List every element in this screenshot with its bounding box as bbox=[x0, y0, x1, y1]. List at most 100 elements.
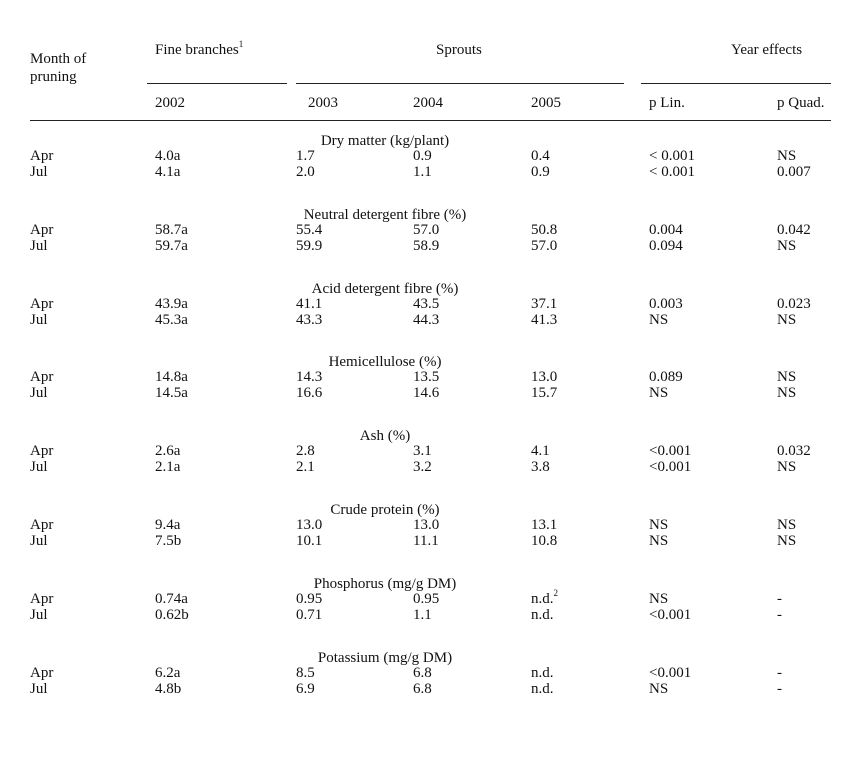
cell-plin-value: 0.004 bbox=[649, 222, 683, 238]
cell-y2004: 0.95 bbox=[413, 591, 439, 607]
cell-fb-value: 2.1a bbox=[155, 459, 181, 475]
cell-month: Apr bbox=[30, 148, 53, 164]
cell-y2004: 44.3 bbox=[413, 312, 439, 328]
cell-plin-value: <0.001 bbox=[649, 665, 692, 681]
cell-pquad-value: NS bbox=[777, 385, 797, 401]
cell-y2003: 10.1 bbox=[296, 533, 322, 549]
cell-month-value: Jul bbox=[30, 238, 48, 254]
cell-y2005: 0.4 bbox=[531, 148, 550, 164]
cell-y2003: 0.95 bbox=[296, 591, 322, 607]
cell-fb-value: 14.8a bbox=[155, 369, 188, 385]
cell-y2004: 6.8 bbox=[413, 681, 432, 697]
cell-y2005: 3.8 bbox=[531, 459, 550, 475]
cell-y2003: 2.8 bbox=[296, 443, 315, 459]
header-month-of-pruning-line1: Month of bbox=[30, 51, 87, 67]
cell-fb: 43.9a bbox=[155, 296, 188, 312]
cell-fb-value: 0.74a bbox=[155, 591, 188, 607]
cell-y2003-value: 55.4 bbox=[296, 222, 323, 238]
cell-pquad: NS bbox=[777, 369, 796, 385]
cell-pquad: - bbox=[777, 607, 782, 623]
cell-fb-value: 4.0a bbox=[155, 148, 181, 164]
cell-fb: 4.8b bbox=[155, 681, 181, 697]
cell-y2004-value: 3.1 bbox=[413, 443, 432, 459]
cell-y2003: 8.5 bbox=[296, 665, 315, 681]
cell-y2004-value: 6.8 bbox=[413, 681, 432, 697]
cell-y2003-value: 13.0 bbox=[296, 517, 323, 533]
cell-y2004-value: 13.5 bbox=[413, 369, 440, 385]
cell-plin: <0.001 bbox=[649, 459, 691, 475]
cell-y2005: n.d. bbox=[531, 607, 554, 623]
cell-pquad: 0.042 bbox=[777, 222, 811, 238]
cell-y2005-value: n.d. bbox=[531, 607, 554, 623]
cell-pquad: NS bbox=[777, 385, 796, 401]
cell-pquad: - bbox=[777, 591, 782, 607]
cell-month-value: Apr bbox=[30, 296, 54, 312]
header-fine-branches: Fine branches1 bbox=[155, 40, 243, 59]
cell-month-value: Apr bbox=[30, 591, 54, 607]
header-col-2003: 2003 bbox=[308, 95, 338, 111]
cell-y2003-value: 6.9 bbox=[296, 681, 315, 697]
cell-y2005: 4.1 bbox=[531, 443, 550, 459]
cell-month-value: Jul bbox=[30, 533, 48, 549]
cell-y2003: 55.4 bbox=[296, 222, 322, 238]
cell-y2003: 43.3 bbox=[296, 312, 322, 328]
cell-y2003-value: 59.9 bbox=[296, 238, 323, 254]
header-year-effects: Year effects bbox=[731, 42, 803, 58]
cell-plin: NS bbox=[649, 681, 668, 697]
section-title: Potassium (mg/g DM) bbox=[317, 650, 453, 666]
cell-plin-value: NS bbox=[649, 681, 669, 697]
cell-y2004: 6.8 bbox=[413, 665, 432, 681]
cell-plin-value: <0.001 bbox=[649, 459, 692, 475]
cell-plin-value: NS bbox=[649, 385, 669, 401]
cell-y2004-value: 58.9 bbox=[413, 238, 440, 254]
cell-y2003: 0.71 bbox=[296, 607, 322, 623]
cell-y2004: 13.0 bbox=[413, 517, 439, 533]
cell-y2004-value: 43.5 bbox=[413, 296, 440, 312]
cell-fb: 4.1a bbox=[155, 164, 180, 180]
cell-y2005: 37.1 bbox=[531, 296, 557, 312]
cell-y2005-value: 0.9 bbox=[531, 164, 550, 180]
cell-fb-value: 6.2a bbox=[155, 665, 181, 681]
cell-y2004: 1.1 bbox=[413, 607, 432, 623]
cell-plin: NS bbox=[649, 312, 668, 328]
cell-y2005-value: 13.0 bbox=[531, 369, 558, 385]
cell-y2003: 1.7 bbox=[296, 148, 315, 164]
cell-pquad: 0.007 bbox=[777, 164, 811, 180]
header-col-2005: 2005 bbox=[531, 95, 561, 111]
cell-fb: 4.0a bbox=[155, 148, 180, 164]
cell-fb: 59.7a bbox=[155, 238, 188, 254]
section-title: Crude protein (%) bbox=[330, 502, 440, 518]
cell-pquad-value: - bbox=[777, 681, 782, 697]
cell-month-value: Jul bbox=[30, 459, 48, 475]
cell-y2004-value: 13.0 bbox=[413, 517, 440, 533]
cell-y2005: 13.0 bbox=[531, 369, 557, 385]
header-month-of-pruning-line2: pruning bbox=[30, 69, 77, 85]
section-title: Ash (%) bbox=[359, 428, 411, 444]
header-col-2004: 2004 bbox=[413, 95, 443, 111]
header-col-2002: 2002 bbox=[155, 95, 185, 111]
cell-fb-value: 2.6a bbox=[155, 443, 181, 459]
cell-month-value: Jul bbox=[30, 385, 48, 401]
cell-fb: 14.5a bbox=[155, 385, 188, 401]
cell-month: Apr bbox=[30, 369, 53, 385]
cell-pquad-value: NS bbox=[777, 533, 797, 549]
cell-plin-value: NS bbox=[649, 312, 669, 328]
cell-month: Jul bbox=[30, 681, 48, 697]
cell-y2004-value: 14.6 bbox=[413, 385, 440, 401]
cell-fb: 45.3a bbox=[155, 312, 188, 328]
cell-pquad-value: 0.042 bbox=[777, 222, 811, 238]
cell-month: Apr bbox=[30, 665, 53, 681]
cell-y2005-value: n.d. bbox=[531, 681, 554, 697]
cell-y2003-value: 0.95 bbox=[296, 591, 323, 607]
cell-y2004: 14.6 bbox=[413, 385, 439, 401]
cell-fb-value: 7.5b bbox=[155, 533, 182, 549]
cell-pquad: 0.023 bbox=[777, 296, 811, 312]
cell-y2003-value: 2.8 bbox=[296, 443, 315, 459]
cell-y2004: 0.9 bbox=[413, 148, 432, 164]
cell-fb-value: 4.8b bbox=[155, 681, 182, 697]
cell-y2003-value: 2.0 bbox=[296, 164, 315, 180]
cell-pquad-value: 0.023 bbox=[777, 296, 811, 312]
cell-plin-value: <0.001 bbox=[649, 607, 692, 623]
cell-y2004: 3.1 bbox=[413, 443, 432, 459]
cell-y2005: 0.9 bbox=[531, 164, 550, 180]
